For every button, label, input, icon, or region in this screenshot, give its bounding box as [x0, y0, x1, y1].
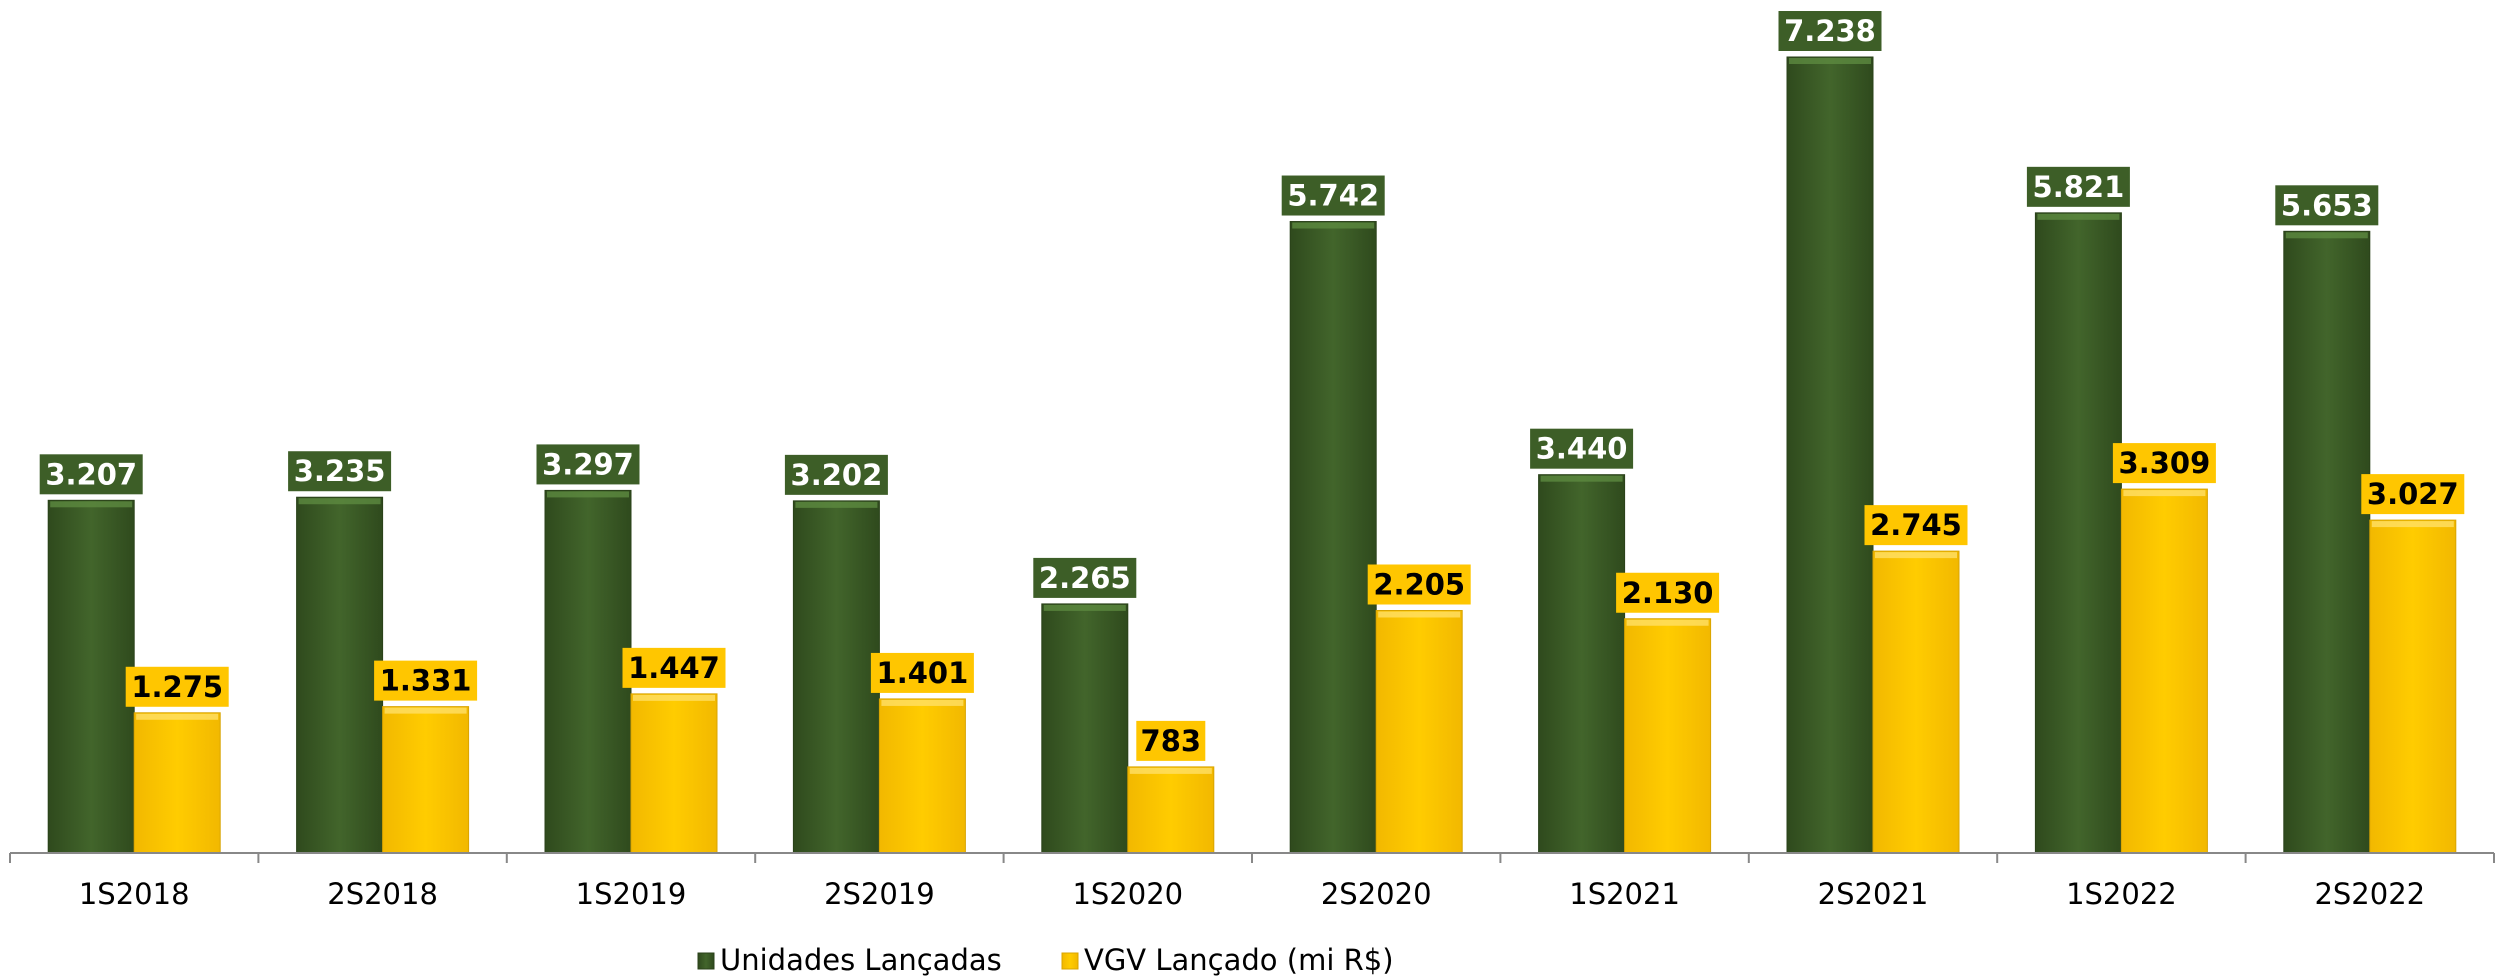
data-label-unidades-1S2020: 2.265	[1039, 561, 1131, 595]
bar-highlight	[633, 695, 715, 701]
bar-highlight	[299, 498, 381, 504]
bar-vgv-2S2018	[383, 707, 469, 853]
data-label-unidades-2S2018: 3.235	[294, 454, 386, 488]
bar-highlight	[1789, 58, 1871, 64]
bar-unidades-1S2019	[545, 490, 631, 853]
legend-label-unidades: Unidades Lançadas	[720, 943, 1002, 977]
bar-unidades-1S2020	[1042, 604, 1128, 853]
data-label-vgv-2S2022: 3.027	[2367, 477, 2459, 511]
bar-highlight	[50, 501, 132, 507]
bar-vgv-2S2020	[1376, 611, 1462, 853]
legend-swatch-unidades	[698, 953, 714, 969]
data-label-unidades-2S2019: 3.202	[791, 458, 883, 492]
bar-highlight	[1378, 612, 1460, 618]
bar-highlight	[385, 708, 467, 714]
data-label-vgv-1S2018: 1.275	[131, 670, 223, 704]
x-tick-label-1S2019: 1S2019	[576, 877, 687, 911]
data-label-unidades-2S2020: 5.742	[1287, 179, 1379, 213]
bar-vgv-1S2021	[1625, 619, 1711, 853]
bar-highlight	[1541, 476, 1623, 482]
legend-swatch-vgv	[1062, 953, 1078, 969]
legend: Unidades Lançadas VGV Lançado (mi R$)	[698, 943, 1394, 977]
data-label-unidades-1S2019: 3.297	[542, 447, 634, 481]
x-axis: 1S2018 2S2018 1S2019 2S2019 1S2020 2S2020 1S20…	[10, 853, 2494, 911]
x-tick-label-2S2018: 2S2018	[327, 877, 438, 911]
data-label-vgv-2S2021: 2.745	[1870, 508, 1962, 542]
data-label-unidades-1S2018: 3.207	[45, 457, 137, 491]
bar-highlight	[1130, 768, 1212, 774]
data-label-vgv-1S2022: 3.309	[2119, 446, 2211, 480]
bar-highlight	[547, 491, 629, 497]
data-label-vgv-1S2019: 1.447	[628, 651, 720, 685]
bar-vgv-1S2022	[2121, 489, 2207, 853]
data-label-unidades-1S2022: 5.821	[2033, 170, 2125, 204]
bar-highlight	[2372, 521, 2454, 527]
x-tick-label-1S2020: 1S2020	[1072, 877, 1183, 911]
legend-label-vgv: VGV Lançado (mi R$)	[1084, 943, 1394, 977]
bar-unidades-2S2019	[793, 501, 879, 853]
bar-highlight	[881, 700, 963, 706]
x-tick-label-1S2021: 1S2021	[1569, 877, 1680, 911]
data-label-vgv-2S2018: 1.331	[380, 664, 472, 698]
bar-highlight	[1044, 605, 1126, 611]
x-tick-label-1S2022: 1S2022	[2066, 877, 2177, 911]
bar-highlight	[795, 502, 877, 508]
bar-unidades-2S2018	[297, 497, 383, 853]
data-label-vgv-1S2020: 783	[1141, 724, 1202, 758]
bar-unidades-1S2018	[48, 500, 134, 853]
x-tick-label-2S2022: 2S2022	[2314, 877, 2425, 911]
bar-unidades-2S2020	[1290, 222, 1376, 853]
bar-vgv-2S2019	[879, 699, 965, 853]
data-label-unidades-1S2021: 3.440	[1536, 432, 1628, 466]
data-label-unidades-2S2021: 7.238	[1784, 14, 1876, 48]
bar-highlight	[136, 714, 218, 720]
bar-unidades-2S2022	[2284, 231, 2370, 853]
bar-highlight	[1292, 223, 1374, 229]
data-label-unidades-2S2022: 5.653	[2281, 188, 2373, 222]
bar-unidades-1S2022	[2035, 213, 2121, 853]
bar-vgv-1S2020	[1128, 767, 1214, 853]
x-tick-label-2S2020: 2S2020	[1321, 877, 1432, 911]
data-label-vgv-1S2021: 2.130	[1622, 576, 1714, 610]
bar-vgv-2S2022	[2370, 520, 2456, 853]
x-tick-label-2S2021: 2S2021	[1818, 877, 1929, 911]
bar-unidades-1S2021	[1539, 475, 1625, 853]
data-label-vgv-2S2019: 1.401	[877, 656, 969, 690]
bar-highlight	[2123, 490, 2205, 496]
data-label-vgv-2S2020: 2.205	[1373, 568, 1465, 602]
bar-unidades-2S2021	[1787, 57, 1873, 853]
x-tick-label-1S2018: 1S2018	[79, 877, 190, 911]
bar-highlight	[2286, 232, 2368, 238]
bar-highlight	[1627, 620, 1709, 626]
bar-vgv-1S2018	[134, 713, 220, 853]
x-tick-label-2S2019: 2S2019	[824, 877, 935, 911]
bar-highlight	[1875, 552, 1957, 558]
bar-vgv-1S2019	[631, 694, 717, 853]
bar-highlight	[2037, 214, 2119, 220]
bar-vgv-2S2021	[1873, 551, 1959, 853]
